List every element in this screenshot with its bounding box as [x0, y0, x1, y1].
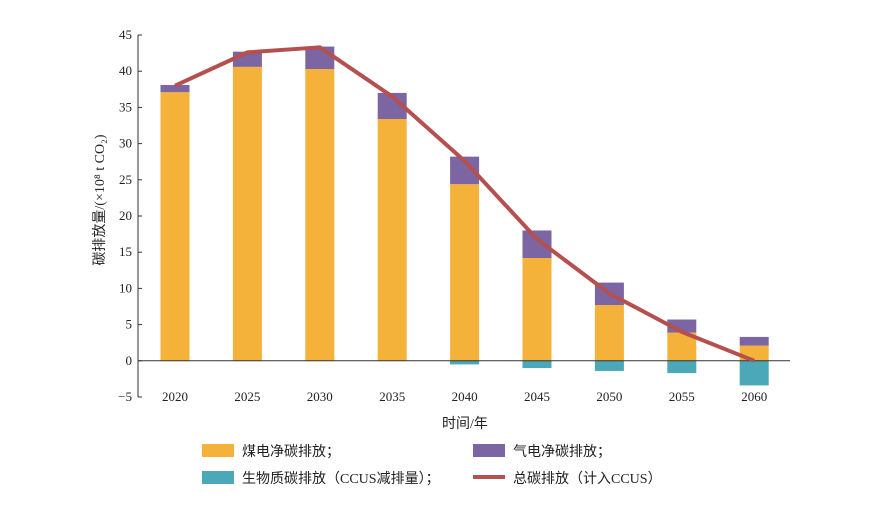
legend-swatch-biomass — [202, 471, 234, 484]
x-tick-label: 2060 — [741, 389, 767, 404]
bar-biomass-2050 — [594, 360, 624, 371]
legend-label-total: 总碳排放（计入CCUS） — [513, 471, 662, 487]
bar-coal-2045 — [522, 257, 552, 361]
y-tick-label: 40 — [119, 63, 132, 78]
y-tick-label: −5 — [118, 389, 132, 404]
x-tick-label: 2020 — [162, 389, 188, 404]
bar-coal-2050 — [594, 305, 624, 361]
y-tick-label: 5 — [126, 317, 133, 332]
x-axis-label: 时间/年 — [442, 416, 488, 432]
legend-label-biomass: 生物质碳排放（CCUS减排量）； — [242, 471, 440, 487]
x-tick-label: 2045 — [524, 389, 550, 404]
legend-label-gas: 气电净碳排放； — [513, 444, 611, 460]
legend-swatch-coal — [202, 444, 234, 457]
x-tick-label: 2025 — [234, 389, 260, 404]
bar-gas-2045 — [522, 230, 552, 258]
bar-biomass-2045 — [522, 360, 552, 369]
x-tick-label: 2030 — [307, 389, 333, 404]
x-tick-label: 2050 — [596, 389, 622, 404]
y-tick-label: 0 — [126, 353, 133, 368]
y-tick-label: 45 — [119, 27, 132, 42]
y-tick-label: 30 — [119, 136, 132, 151]
legend: 煤电净碳排放； 气电净碳排放； 生物质碳排放（CCUS减排量）； 总碳排放（计入… — [202, 444, 662, 487]
bar-gas-2020 — [160, 84, 190, 93]
bar-coal-2040 — [450, 184, 480, 361]
y-axis-label: 碳排放量/(×10⁸ t CO₂) — [92, 134, 108, 266]
bar-coal-2030 — [305, 69, 335, 361]
y-tick-label: 35 — [119, 99, 132, 114]
y-tick-label: 15 — [119, 244, 132, 259]
bar-biomass-2055 — [667, 360, 697, 374]
y-tick-label: 25 — [119, 172, 132, 187]
y-tick-label: 20 — [119, 208, 132, 223]
x-tick-label: 2055 — [669, 389, 695, 404]
legend-label-coal: 煤电净碳排放； — [242, 444, 340, 460]
bar-coal-2035 — [377, 118, 407, 361]
x-tick-label: 2040 — [452, 389, 478, 404]
bar-gas-2060 — [739, 336, 769, 346]
bar-coal-2025 — [232, 66, 262, 361]
y-tick-label: 10 — [119, 280, 132, 295]
legend-swatch-gas — [473, 444, 505, 457]
x-tick-label: 2035 — [379, 389, 405, 404]
bar-biomass-2040 — [450, 360, 480, 365]
bar-biomass-2060 — [739, 360, 769, 386]
line-total-emissions — [174, 45, 755, 363]
bar-coal-2020 — [160, 92, 190, 361]
